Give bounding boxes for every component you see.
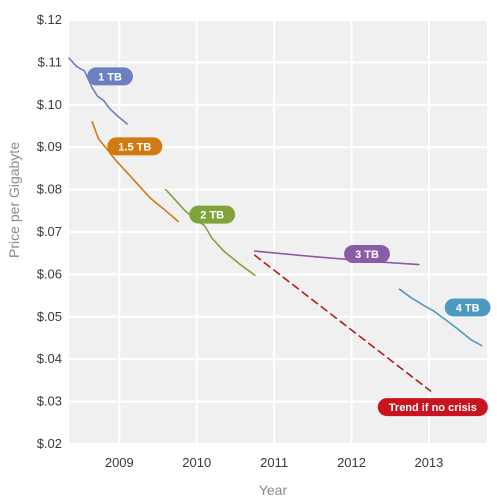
- y-tick-label: $.05: [37, 309, 62, 324]
- series-label-pill: [189, 205, 236, 224]
- y-tick-label: $.12: [37, 12, 62, 27]
- y-tick-label: $.09: [37, 139, 62, 154]
- series-label-4-tb: 4 TB: [444, 298, 491, 317]
- series-label-2-tb: 2 TB: [189, 205, 236, 224]
- series-label-pill: [344, 245, 390, 264]
- series-lines: [68, 57, 483, 392]
- series-label-pill: [107, 137, 163, 156]
- y-tick-label: $.04: [37, 351, 62, 366]
- series-line-1-5-tb: [91, 121, 179, 223]
- series-line-trend-if-no-crisis: [254, 254, 432, 392]
- y-tick-label: $.10: [37, 97, 62, 112]
- series-label-pill: [444, 298, 491, 317]
- series-label-pill: [377, 398, 488, 417]
- y-tick-label: $.02: [37, 436, 62, 451]
- x-tick-label: 2010: [182, 455, 211, 470]
- series-label-text: 1 TB: [98, 71, 122, 83]
- y-tick-label: $.08: [37, 182, 62, 197]
- series-labels: 1 TB 1.5 TB 2 TB 3 TB 4 TB Trend if no crisis: [87, 67, 491, 417]
- y-axis-ticks: $.02 $.03 $.04 $.05 $.06 $.07 $.08 $.09 $.10 $.11…: [37, 12, 62, 451]
- x-tick-label: 2013: [414, 455, 443, 470]
- series-label-3-tb: 3 TB: [344, 245, 390, 264]
- series-label-pill: [87, 67, 133, 86]
- series-label-1-5-tb: 1.5 TB: [107, 137, 163, 156]
- y-tick-label: $.03: [37, 394, 62, 409]
- y-axis-title: Price per Gigabyte: [6, 142, 22, 258]
- series-label-trend-if-no-crisis: Trend if no crisis: [377, 398, 488, 417]
- x-tick-label: 2011: [260, 455, 288, 470]
- x-tick-label: 2009: [105, 455, 134, 470]
- y-tick-label: $.11: [38, 54, 62, 69]
- series-label-text: 2 TB: [200, 210, 224, 222]
- x-axis-title: Year: [259, 482, 288, 498]
- series-line-4-tb: [398, 288, 483, 347]
- series-line-3-tb: [254, 250, 420, 266]
- x-tick-label: 2012: [337, 455, 366, 470]
- series-label-1-tb: 1 TB: [87, 67, 133, 86]
- series-line-1-tb: [68, 57, 128, 125]
- series-label-text: 1.5 TB: [118, 141, 151, 153]
- series-line-2-tb: [165, 188, 256, 276]
- y-tick-label: $.07: [37, 224, 62, 239]
- series-label-text: 3 TB: [355, 249, 379, 261]
- x-axis-ticks: 2009 2010 2011 2012 2013: [105, 455, 444, 470]
- y-tick-label: $.06: [37, 266, 62, 281]
- series-label-text: Trend if no crisis: [389, 402, 477, 414]
- series-label-text: 4 TB: [456, 302, 480, 314]
